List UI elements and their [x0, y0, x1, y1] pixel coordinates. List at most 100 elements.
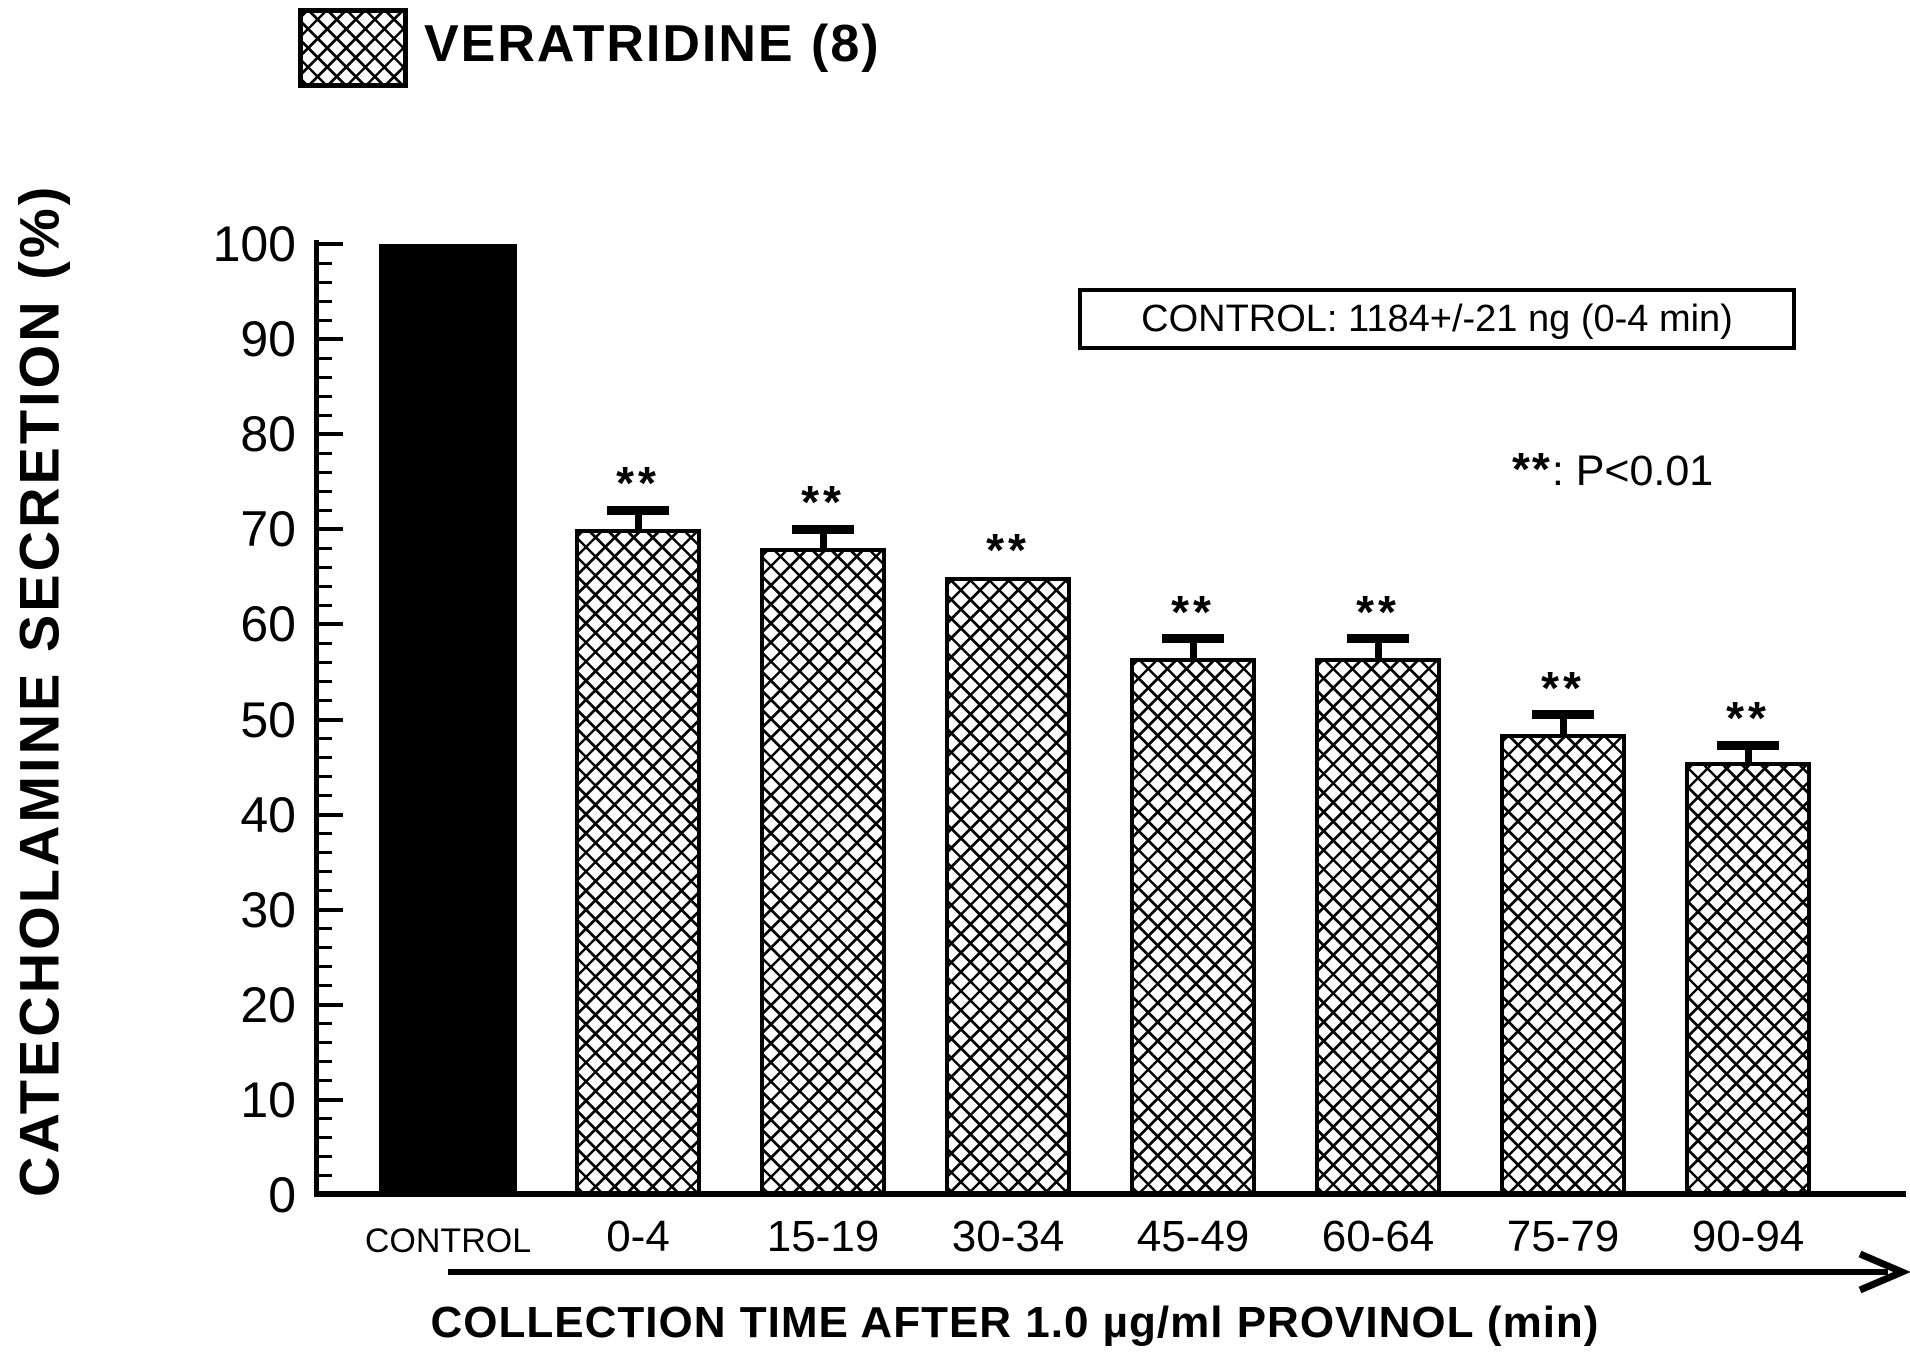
y-minor-tick: [319, 679, 332, 683]
y-minor-tick: [319, 832, 332, 836]
error-bar-stem: [1189, 638, 1197, 662]
y-minor-tick: [319, 356, 332, 360]
category-label-90-94: 90-94: [1691, 1212, 1805, 1261]
y-minor-tick: [319, 1060, 332, 1064]
y-minor-tick: [319, 451, 332, 455]
error-bar-stem: [819, 529, 827, 553]
y-minor-tick: [319, 927, 332, 931]
control-annotation-text: CONTROL: 1184+/-21 ng (0-4 min): [1141, 297, 1733, 340]
y-tick-label: 60: [240, 596, 296, 653]
y-tick-label: 90: [240, 311, 296, 368]
y-minor-tick: [319, 603, 332, 607]
category-label-0-4: 0-4: [606, 1212, 670, 1261]
y-tick-label: 100: [212, 216, 296, 272]
category-label-75-79: 75-79: [1506, 1212, 1620, 1261]
y-major-tick: [319, 527, 343, 532]
error-bar-cap: [1162, 634, 1224, 644]
significance-stars: **: [801, 476, 845, 529]
y-tick-label: 20: [240, 976, 296, 1033]
y-minor-tick: [319, 965, 332, 969]
y-minor-tick: [319, 775, 332, 779]
y-minor-tick: [319, 889, 332, 893]
y-minor-tick: [319, 756, 332, 760]
y-minor-tick: [319, 698, 332, 702]
y-major-tick: [319, 907, 343, 912]
category-label-15-19: 15-19: [766, 1212, 880, 1261]
y-tick-label: 30: [240, 881, 296, 938]
error-bar-stem: [1559, 714, 1567, 738]
y-minor-tick: [319, 375, 332, 379]
bar-control: [379, 244, 517, 1195]
y-tick-label: 50: [240, 691, 296, 748]
y-minor-tick: [319, 946, 332, 950]
y-tick-label: 80: [240, 406, 296, 463]
bar-90-94: [1685, 762, 1811, 1195]
y-minor-tick: [319, 870, 332, 874]
y-major-tick: [319, 717, 343, 722]
bar-75-79: [1500, 733, 1626, 1195]
category-label-30-34: 30-34: [951, 1212, 1065, 1261]
y-minor-tick: [319, 794, 332, 798]
error-bar-stem: [1374, 638, 1382, 662]
y-minor-tick: [319, 984, 332, 988]
y-minor-tick: [319, 851, 332, 855]
y-minor-tick: [319, 508, 332, 512]
x-axis-title: COLLECTION TIME AFTER 1.0 µg/ml PROVINOL…: [430, 1298, 1600, 1347]
y-minor-tick: [319, 641, 332, 645]
significance-note: **: P<0.01: [1512, 442, 1713, 496]
significance-stars: **: [1171, 585, 1215, 638]
y-tick-label: 40: [240, 786, 296, 843]
y-minor-tick: [319, 394, 332, 398]
y-major-tick: [319, 812, 343, 817]
y-minor-tick: [319, 1174, 332, 1178]
y-minor-tick: [319, 489, 332, 493]
significance-stars: **: [1541, 661, 1585, 714]
legend-label: VERATRIDINE (8): [424, 15, 881, 73]
y-minor-tick: [319, 413, 332, 417]
bar-15-19: [760, 548, 886, 1195]
category-label-control: CONTROL: [364, 1222, 532, 1260]
y-minor-tick: [319, 1079, 332, 1083]
category-label-45-49: 45-49: [1136, 1212, 1250, 1261]
y-minor-tick: [319, 660, 332, 664]
y-minor-tick: [319, 318, 332, 322]
y-tick-label: 0: [268, 1167, 296, 1223]
y-minor-tick: [319, 1136, 332, 1140]
y-minor-tick: [319, 1117, 332, 1121]
y-axis-line: [314, 240, 319, 1197]
y-major-tick: [319, 242, 343, 246]
significance-stars: **: [986, 523, 1030, 576]
bar-60-64: [1315, 657, 1441, 1195]
y-axis-title: CATECHOLAMINE SECRETION (%): [7, 183, 71, 1197]
y-major-tick: [319, 432, 343, 437]
y-major-tick: [319, 1097, 343, 1102]
y-minor-tick: [319, 584, 332, 588]
error-bar-cap: [1347, 634, 1409, 644]
y-major-tick: [319, 337, 343, 342]
category-label-60-64: 60-64: [1321, 1212, 1435, 1261]
significance-note-label: : P<0.01: [1551, 447, 1714, 495]
x-axis-baseline: [314, 1191, 1906, 1197]
y-minor-tick: [319, 470, 332, 474]
y-major-tick: [319, 1193, 343, 1197]
control-annotation-box: CONTROL: 1184+/-21 ng (0-4 min): [1078, 288, 1796, 350]
bar-45-49: [1130, 657, 1256, 1195]
y-minor-tick: [319, 737, 332, 741]
error-bar-cap: [607, 505, 669, 515]
error-bar-stem: [634, 510, 642, 534]
y-minor-tick: [319, 1041, 332, 1045]
y-minor-tick: [319, 280, 332, 284]
y-tick-label: 10: [240, 1071, 296, 1128]
error-bar-cap: [792, 524, 854, 534]
error-bar-cap: [1717, 740, 1779, 750]
bar-0-4: [575, 529, 701, 1195]
significance-stars: **: [1356, 585, 1400, 638]
y-minor-tick: [319, 1155, 332, 1159]
legend-swatch-crosshatch-icon: [298, 8, 408, 88]
y-major-tick: [319, 1002, 343, 1007]
y-minor-tick: [319, 299, 332, 303]
significance-note-stars: **: [1512, 443, 1552, 495]
significance-stars: **: [1726, 692, 1770, 745]
bar-30-34: [945, 576, 1071, 1195]
